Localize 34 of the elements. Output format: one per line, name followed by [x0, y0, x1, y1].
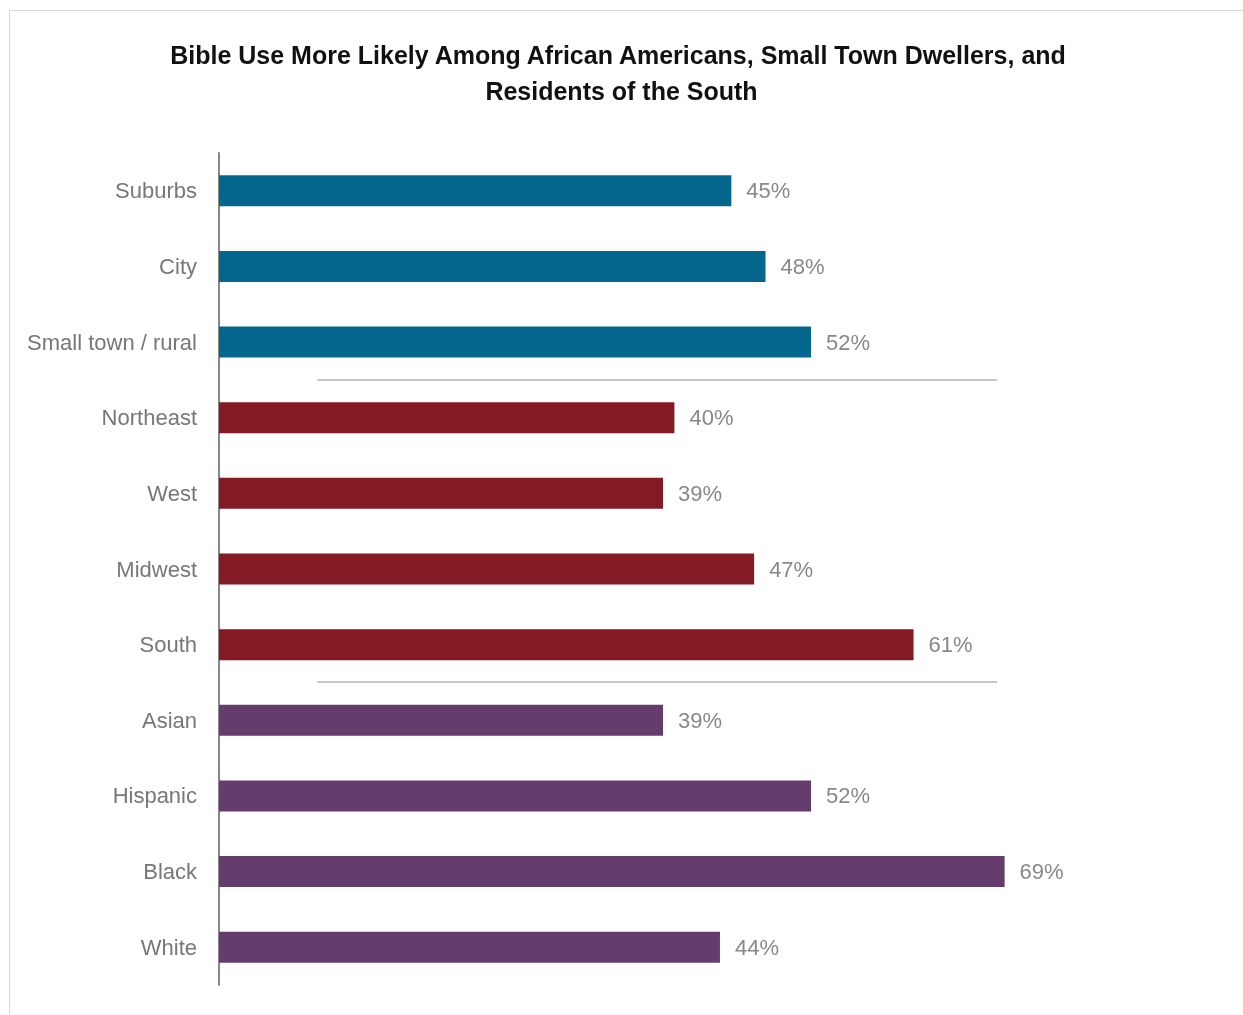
y-tick-label: Midwest — [116, 556, 197, 582]
bar — [219, 704, 664, 736]
data-label: 52% — [826, 783, 871, 809]
data-label: 44% — [734, 934, 780, 960]
y-tick-label: White — [140, 934, 197, 960]
y-tick-label: City — [159, 253, 197, 279]
bar — [219, 402, 675, 434]
y-tick-label: Northeast — [101, 405, 197, 431]
bar — [219, 931, 720, 963]
data-label: 61% — [928, 632, 973, 658]
data-label: 52% — [826, 329, 871, 355]
data-label: 40% — [689, 405, 734, 431]
y-tick-label: Hispanic — [112, 783, 197, 809]
bar — [219, 326, 812, 358]
bar — [219, 477, 664, 509]
y-tick-label: South — [139, 632, 197, 658]
bar — [219, 250, 766, 282]
bar — [219, 780, 812, 812]
y-tick-label: West — [147, 480, 197, 506]
bar — [219, 553, 755, 585]
data-label: 48% — [780, 253, 825, 279]
data-label: 39% — [678, 707, 723, 733]
y-tick-label: Suburbs — [115, 178, 197, 204]
bar — [219, 175, 732, 207]
chart-title: Bible Use More Likely Among African Americans, Small Town Dwellers, and Residents of the South — [170, 41, 1073, 105]
y-tick-label: Black — [143, 859, 198, 885]
y-tick-label: Small town / rural — [27, 329, 197, 355]
data-label: 45% — [746, 178, 791, 204]
data-label: 69% — [1019, 859, 1064, 885]
y-tick-label: Asian — [141, 707, 197, 733]
bar — [219, 856, 1005, 888]
data-label: 47% — [769, 556, 814, 582]
bar — [219, 629, 914, 661]
data-label: 39% — [678, 480, 723, 506]
